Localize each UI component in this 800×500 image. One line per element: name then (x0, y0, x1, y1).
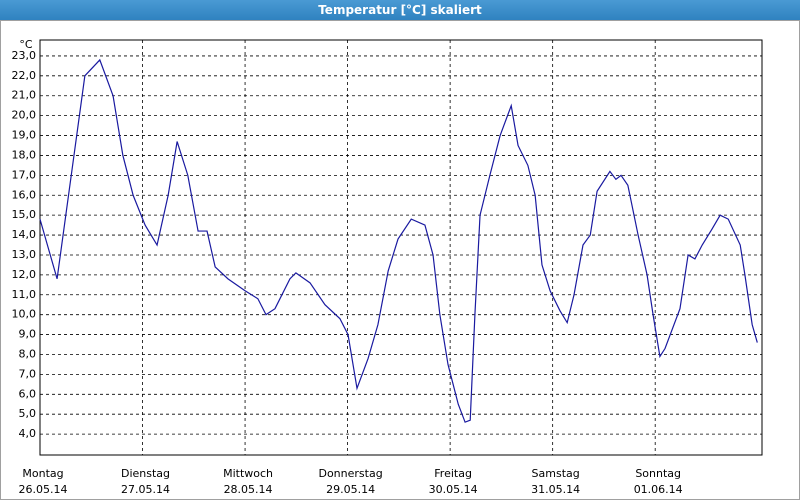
y-tick-label: 19,0 (12, 129, 37, 142)
y-tick-label: 17,0 (12, 168, 37, 181)
x-tick-label: 26.05.14 (19, 483, 68, 496)
y-tick-label: 15,0 (12, 208, 37, 221)
x-tick-label: Freitag (434, 467, 472, 480)
y-tick-label: 14,0 (12, 228, 37, 241)
chart: °C 4,0 5,0 6,0 7,0 8,0 9,0 10,0 11,0 12,0 13,0 14,… (0, 20, 800, 500)
y-tick-label: 23,0 (12, 49, 37, 62)
title-bar: Temperatur [°C] skaliert (0, 0, 800, 20)
x-tick-label: Mittwoch (223, 467, 273, 480)
plot-border (39, 39, 763, 456)
x-tick-label: Dienstag (121, 467, 170, 480)
y-tick-label: 20,0 (12, 109, 37, 122)
y-tick-label: 9,0 (19, 328, 37, 341)
x-tick-label: Montag (22, 467, 63, 480)
x-tick-label: 29.05.14 (326, 483, 375, 496)
y-tick-label: 10,0 (12, 308, 37, 321)
x-tick-label: 28.05.14 (224, 483, 273, 496)
y-tick-label: 21,0 (12, 89, 37, 102)
y-tick-label: 18,0 (12, 148, 37, 161)
x-tick-label: 31.05.14 (531, 483, 580, 496)
y-tick-label: 6,0 (19, 387, 37, 400)
x-tick-label: Samstag (532, 467, 580, 480)
temperature-line (39, 58, 758, 423)
y-tick-label: 16,0 (12, 188, 37, 201)
frame (0, 20, 800, 500)
y-tick-label: 12,0 (12, 268, 37, 281)
y-tick-label: 5,0 (19, 407, 37, 420)
x-tick-label: 27.05.14 (121, 483, 170, 496)
y-tick-label: 11,0 (12, 288, 37, 301)
x-tick-label: Sonntag (635, 467, 681, 480)
y-tick-label: 13,0 (12, 248, 37, 261)
x-tick-label: 01.06.14 (634, 483, 683, 496)
y-tick-label: 8,0 (19, 347, 37, 360)
y-tick-label: 4,0 (19, 427, 37, 440)
x-tick-label: 30.05.14 (429, 483, 478, 496)
y-tick-label: 7,0 (19, 367, 37, 380)
y-unit: °C (19, 38, 33, 51)
x-tick-label: Donnerstag (318, 467, 382, 480)
y-tick-label: 22,0 (12, 69, 37, 82)
